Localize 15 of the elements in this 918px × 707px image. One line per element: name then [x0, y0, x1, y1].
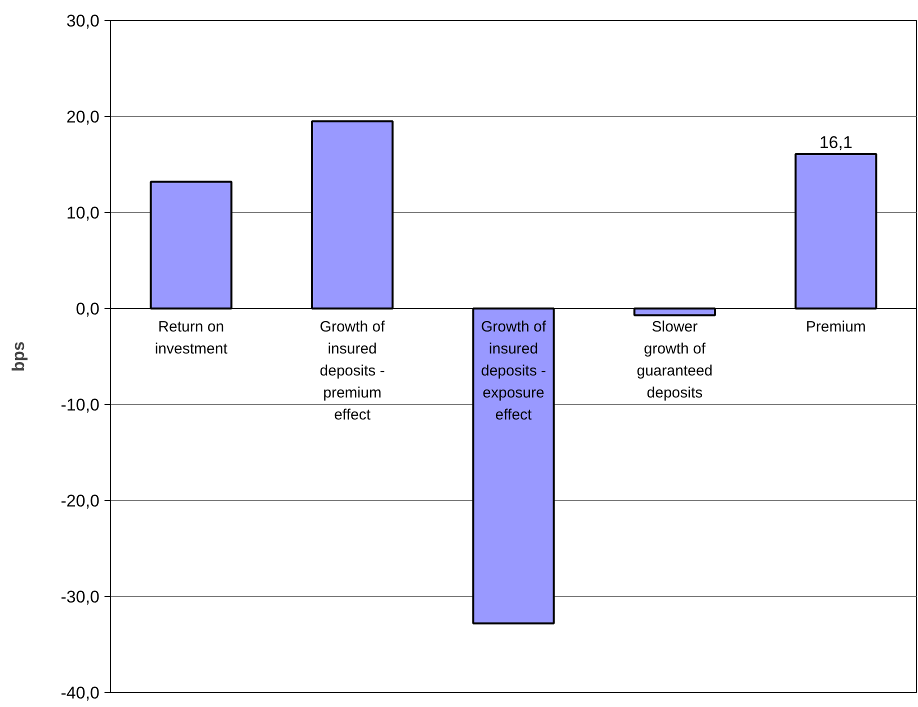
y-tick-label: 20,0 — [66, 108, 100, 126]
y-tick-label: -40,0 — [60, 684, 100, 702]
y-tick-label: -30,0 — [60, 588, 100, 606]
y-tick-label: -20,0 — [60, 492, 100, 510]
data-label: 16,1 — [819, 132, 852, 152]
x-tick-label: Premium — [806, 318, 866, 336]
y-tick-label: 0,0 — [76, 300, 100, 318]
y-tick-label: 30,0 — [66, 12, 100, 30]
x-tick-label: Return on investment — [154, 318, 228, 358]
y-tick-label: -10,0 — [60, 396, 100, 414]
x-tick-label: Growth of insured deposits - premium effect — [320, 318, 386, 424]
y-axis-title: bps — [8, 341, 28, 372]
x-tick-label: Growth of insured deposits - exposure effect — [480, 318, 547, 424]
y-tick-label: 10,0 — [66, 204, 100, 222]
x-tick-label: Slower growth of guaranteed deposits — [636, 318, 713, 402]
